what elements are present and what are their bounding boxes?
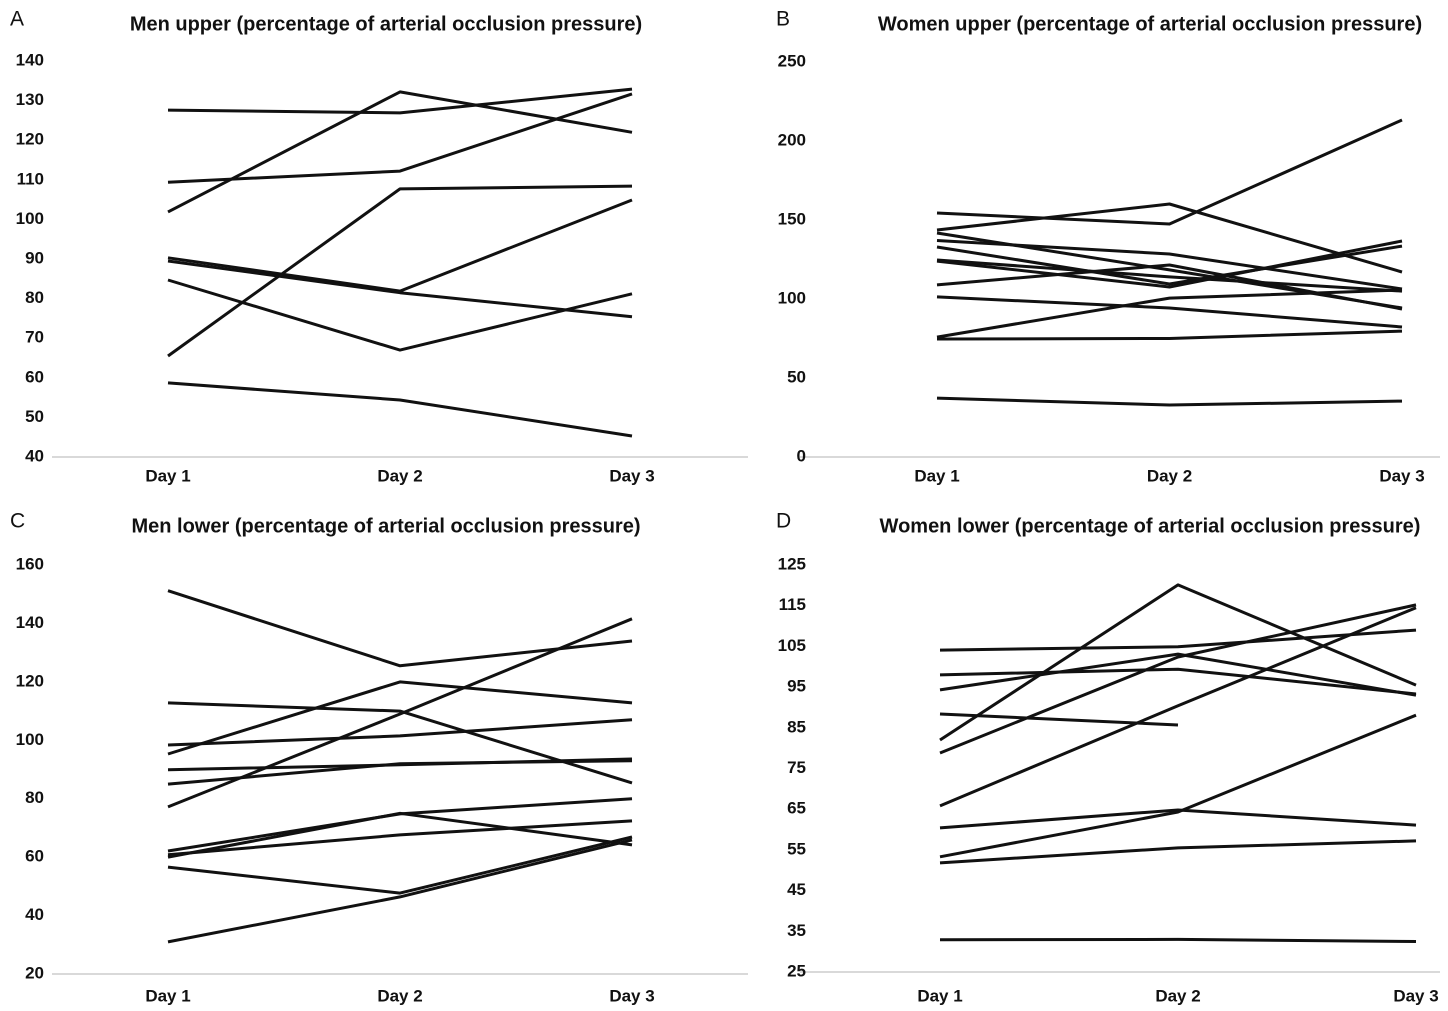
x-tick-label: Day 1 xyxy=(914,466,959,485)
data-line xyxy=(167,701,633,785)
data-line xyxy=(167,198,633,293)
y-tick-label: 80 xyxy=(25,288,44,307)
y-tick-label: 150 xyxy=(778,209,806,228)
data-line xyxy=(939,606,1417,808)
data-line xyxy=(936,258,1403,293)
y-tick-label: 0 xyxy=(797,446,806,465)
x-tick-label: Day 3 xyxy=(1379,466,1424,485)
data-line xyxy=(936,118,1403,226)
y-tick-label: 140 xyxy=(16,50,44,69)
y-tick-label: 250 xyxy=(778,51,806,70)
data-line xyxy=(167,184,633,358)
panel-label: C xyxy=(10,510,25,533)
y-tick-label: 80 xyxy=(25,788,44,807)
y-tick-label: 50 xyxy=(787,367,806,386)
x-tick-label: Day 2 xyxy=(1147,466,1192,485)
data-line xyxy=(936,329,1403,341)
chart-title: Men lower (percentage of arterial occlus… xyxy=(131,515,640,537)
data-line xyxy=(167,838,633,944)
data-line xyxy=(939,603,1417,755)
y-tick-label: 40 xyxy=(25,446,44,465)
data-line xyxy=(939,583,1417,742)
data-line xyxy=(939,713,1417,859)
y-tick-label: 110 xyxy=(17,169,44,188)
x-tick-label: Day 3 xyxy=(609,466,654,485)
x-tick-label: Day 2 xyxy=(377,986,422,1005)
y-tick-label: 85 xyxy=(787,717,806,736)
data-line xyxy=(936,239,1403,291)
data-line xyxy=(936,244,1403,286)
data-line xyxy=(939,808,1417,830)
data-line xyxy=(936,263,1403,311)
y-tick-label: 100 xyxy=(16,209,44,228)
y-tick-label: 50 xyxy=(25,407,44,426)
y-tick-label: 75 xyxy=(787,758,806,777)
data-line xyxy=(167,819,633,857)
y-tick-label: 45 xyxy=(787,880,806,899)
chart-title: Women lower (percentage of arterial occl… xyxy=(880,515,1421,537)
y-tick-label: 200 xyxy=(778,130,806,149)
data-line xyxy=(167,92,633,184)
y-tick-label: 105 xyxy=(778,636,806,655)
y-tick-label: 55 xyxy=(787,839,806,858)
data-line xyxy=(167,680,633,756)
y-tick-label: 90 xyxy=(25,248,44,267)
data-line xyxy=(167,835,633,895)
y-tick-label: 120 xyxy=(16,130,44,149)
y-tick-label: 125 xyxy=(778,554,806,573)
data-line xyxy=(939,628,1417,652)
data-line xyxy=(936,239,1403,289)
data-line xyxy=(939,839,1417,865)
data-line xyxy=(939,667,1417,696)
data-line xyxy=(936,295,1403,329)
x-tick-label: Day 3 xyxy=(1393,986,1438,1005)
x-tick-label: Day 1 xyxy=(917,986,962,1005)
y-tick-label: 70 xyxy=(25,328,44,347)
data-line xyxy=(936,202,1403,274)
y-tick-label: 100 xyxy=(778,288,806,307)
y-tick-label: 65 xyxy=(787,799,806,818)
panel-label: A xyxy=(10,8,24,31)
data-line xyxy=(167,259,633,319)
panel-label: B xyxy=(776,8,790,31)
x-tick-label: Day 2 xyxy=(377,466,422,485)
y-tick-label: 60 xyxy=(25,367,44,386)
y-tick-label: 35 xyxy=(787,921,806,940)
chart-title: Women upper (percentage of arterial occl… xyxy=(878,13,1422,35)
y-tick-label: 40 xyxy=(25,905,44,924)
panel-label: D xyxy=(776,510,791,533)
data-line xyxy=(167,87,633,115)
data-line xyxy=(936,288,1403,339)
data-line xyxy=(939,937,1417,943)
data-line xyxy=(167,278,633,352)
y-tick-label: 140 xyxy=(16,613,44,632)
y-tick-label: 160 xyxy=(16,554,44,573)
x-tick-label: Day 3 xyxy=(609,986,654,1005)
y-tick-label: 120 xyxy=(16,671,44,690)
y-tick-label: 115 xyxy=(779,595,806,614)
x-tick-label: Day 1 xyxy=(145,466,190,485)
data-line xyxy=(167,381,633,438)
y-tick-label: 60 xyxy=(25,847,44,866)
y-tick-label: 95 xyxy=(787,677,806,696)
data-line xyxy=(936,396,1403,407)
x-tick-label: Day 1 xyxy=(145,986,190,1005)
y-tick-label: 130 xyxy=(16,90,44,109)
data-line xyxy=(939,652,1417,697)
y-tick-label: 25 xyxy=(787,961,806,980)
data-line xyxy=(167,811,633,859)
chart-title: Men upper (percentage of arterial occlus… xyxy=(130,13,642,35)
data-line xyxy=(167,589,633,668)
x-tick-label: Day 2 xyxy=(1155,986,1200,1005)
y-tick-label: 100 xyxy=(16,730,44,749)
data-line xyxy=(167,759,633,786)
y-tick-label: 20 xyxy=(25,963,44,982)
data-line xyxy=(167,718,633,747)
